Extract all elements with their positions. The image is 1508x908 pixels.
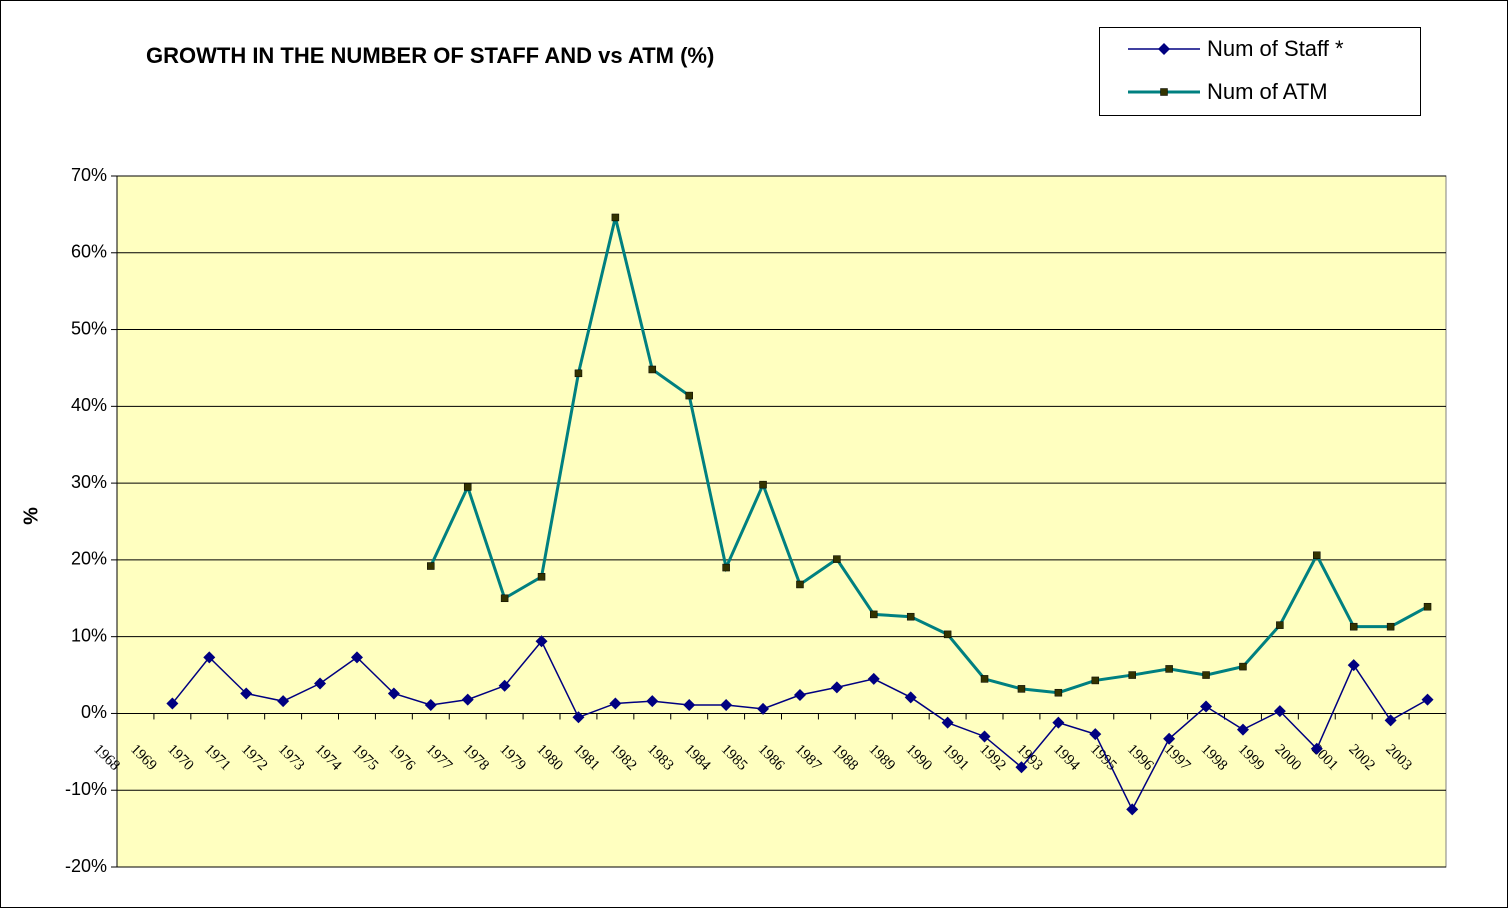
point [535, 635, 548, 648]
point [943, 630, 952, 639]
point [1347, 659, 1360, 672]
point [867, 672, 880, 685]
legend-label: Num of Staff * [1207, 36, 1344, 61]
point [424, 698, 437, 711]
point [1052, 716, 1065, 729]
y-tick-label: -20% [65, 856, 107, 876]
point [796, 580, 804, 589]
point [461, 693, 474, 706]
legend-marker [1160, 88, 1168, 96]
point [1421, 693, 1434, 706]
point [1273, 705, 1286, 718]
y-axis-label: % [20, 507, 42, 525]
point [1015, 761, 1028, 774]
point [609, 697, 622, 710]
point [1091, 676, 1100, 685]
point [463, 483, 472, 491]
point [904, 691, 917, 704]
point [793, 689, 806, 702]
point [611, 213, 620, 222]
point [1423, 602, 1432, 611]
point [978, 730, 991, 743]
point [1386, 622, 1395, 631]
point [500, 594, 509, 603]
point [646, 695, 659, 708]
point [1163, 732, 1176, 745]
point [906, 612, 915, 621]
y-tick-label: 40% [71, 395, 107, 415]
point [572, 711, 585, 724]
point [1276, 621, 1284, 629]
y-tick-label: 0% [81, 702, 107, 722]
point [683, 698, 696, 711]
chart-title: GROWTH IN THE NUMBER OF STAFF AND vs ATM… [146, 43, 714, 68]
point [833, 555, 841, 563]
point [1054, 688, 1063, 697]
point [648, 365, 657, 374]
y-tick-label: 70% [71, 165, 107, 185]
legend-box [1099, 27, 1421, 116]
y-tick-label: 60% [71, 242, 107, 262]
point [1349, 622, 1358, 631]
point [980, 675, 989, 683]
point [759, 480, 767, 489]
point [314, 677, 327, 690]
point [1310, 742, 1323, 755]
point [1236, 723, 1249, 736]
y-tick-label: 20% [71, 549, 107, 569]
point [1384, 714, 1397, 727]
point [240, 687, 253, 700]
point [1165, 665, 1173, 673]
point [277, 695, 290, 708]
legend-label: Num of ATM [1207, 79, 1328, 104]
point [203, 651, 216, 664]
point [685, 391, 693, 400]
point [830, 681, 843, 694]
point [498, 679, 511, 692]
point [574, 369, 583, 378]
point [1089, 728, 1102, 741]
point [166, 697, 179, 710]
legend-marker [1158, 43, 1170, 55]
point [537, 573, 546, 581]
point [870, 610, 878, 619]
point [1126, 803, 1139, 816]
point [720, 698, 733, 711]
point [387, 687, 400, 700]
point [1200, 700, 1213, 713]
point [757, 702, 770, 715]
point [1017, 685, 1026, 693]
point [1128, 671, 1136, 679]
point [427, 562, 435, 570]
point [1313, 551, 1321, 560]
y-tick-label: -10% [65, 779, 107, 799]
y-tick-label: 30% [71, 472, 107, 492]
point [941, 716, 954, 729]
point [1239, 662, 1247, 671]
y-tick-label: 10% [71, 625, 107, 645]
point [1202, 671, 1210, 679]
point [722, 563, 730, 572]
series-line [429, 217, 1429, 695]
point [350, 651, 363, 664]
y-tick-label: 50% [71, 318, 107, 338]
